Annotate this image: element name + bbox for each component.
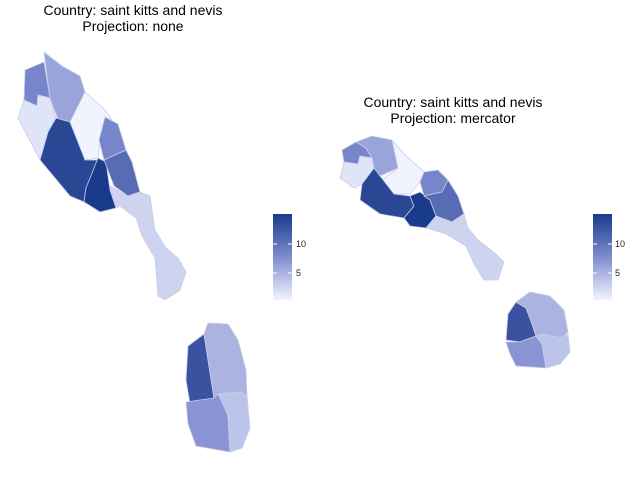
region-kitts-west: [17, 94, 57, 161]
legend-colorbar-left: [273, 214, 292, 300]
region-kitts-north-central: [381, 139, 425, 195]
legend-tick-label-left-5: 5: [296, 268, 301, 278]
region-nevis-southeast: [217, 391, 251, 453]
legend-right: 10 5: [593, 214, 625, 300]
title-country-left: Country: saint kitts and nevis: [43, 2, 223, 18]
legend-tick-label-left-10: 10: [296, 239, 306, 249]
legend-colorbar-right: [593, 214, 612, 300]
legend-tick-label-right-10: 10: [615, 239, 625, 249]
panel-title-right: Country: saint kitts and nevis Projectio…: [320, 94, 586, 126]
region-kitts-peninsula: [425, 213, 505, 281]
map-panel-left: [17, 51, 251, 453]
region-kitts-peninsula: [109, 185, 187, 301]
panel-title-left: Country: saint kitts and nevis Projectio…: [0, 2, 266, 34]
title-projection-right: Projection: mercator: [390, 110, 516, 126]
region-nevis-southeast: [535, 333, 571, 369]
title-country-right: Country: saint kitts and nevis: [363, 94, 543, 110]
legend-tick-label-right-5: 5: [615, 268, 620, 278]
map-panel-right: [339, 135, 571, 369]
region-kitts-north: [355, 135, 405, 177]
legend-left: 10 5: [273, 214, 306, 300]
title-projection-left: Projection: none: [82, 18, 184, 34]
